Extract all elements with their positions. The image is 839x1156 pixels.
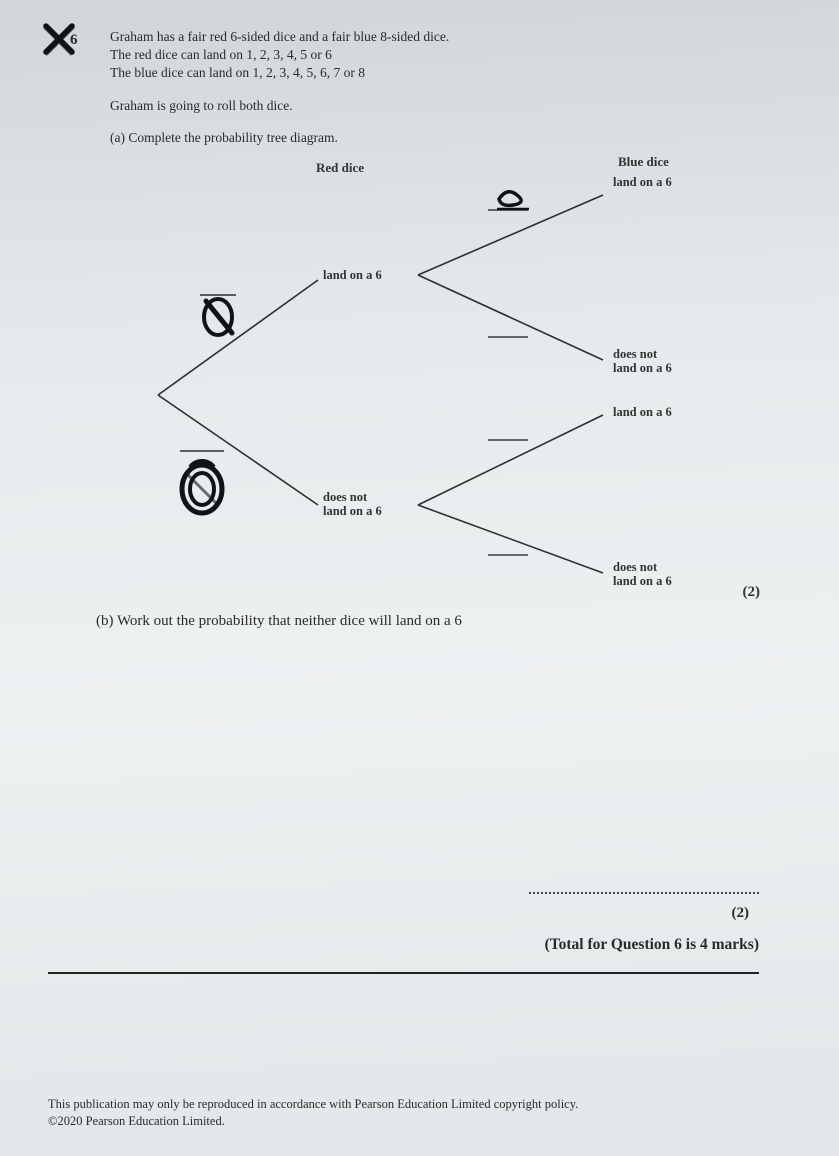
- tree-blue-six-2: land on a 6: [613, 405, 672, 419]
- intro-line-1: Graham has a fair red 6-sided dice and a…: [110, 28, 449, 46]
- footer-line-2: ©2020 Pearson Education Limited.: [48, 1113, 791, 1130]
- probability-tree: Red dice Blue dice land on a 6 does not …: [48, 155, 788, 595]
- tree-blue-six-1: land on a 6: [613, 175, 672, 189]
- exam-page: 6 Graham has a fair red 6-sided dice and…: [0, 0, 839, 1156]
- tree-lines-svg: [48, 155, 788, 595]
- scribble-small-icon: [493, 183, 533, 211]
- intro-line-4: Graham is going to roll both dice.: [110, 97, 449, 115]
- tree-red-not: does not land on a 6: [323, 490, 382, 519]
- total-marks: (Total for Question 6 is 4 marks): [48, 936, 799, 954]
- question-intro: Graham has a fair red 6-sided dice and a…: [110, 28, 449, 147]
- question-number: 6: [70, 32, 78, 49]
- intro-line-2: The red dice can land on 1, 2, 3, 4, 5 o…: [110, 46, 449, 64]
- question-header: 6 Graham has a fair red 6-sided dice and…: [48, 28, 799, 147]
- scribble-upper-icon: [188, 285, 248, 345]
- part-a-text: (a) Complete the probability tree diagra…: [110, 129, 449, 147]
- scribble-lower-icon: [166, 445, 238, 523]
- part-a-marks: (2): [743, 584, 761, 601]
- intro-line-3: The blue dice can land on 1, 2, 3, 4, 5,…: [110, 64, 449, 82]
- part-b-text: (b) Work out the probability that neithe…: [96, 613, 799, 630]
- footer: This publication may only be reproduced …: [48, 1096, 791, 1130]
- answer-line: [529, 892, 759, 894]
- footer-line-1: This publication may only be reproduced …: [48, 1096, 791, 1113]
- part-b-marks: (2): [732, 905, 750, 922]
- tree-blue-not-1: does not land on a 6: [613, 347, 672, 376]
- divider: [48, 972, 759, 974]
- tree-red-six: land on a 6: [323, 268, 382, 282]
- tree-blue-not-2: does not land on a 6: [613, 560, 672, 589]
- answer-area: (2): [48, 630, 799, 920]
